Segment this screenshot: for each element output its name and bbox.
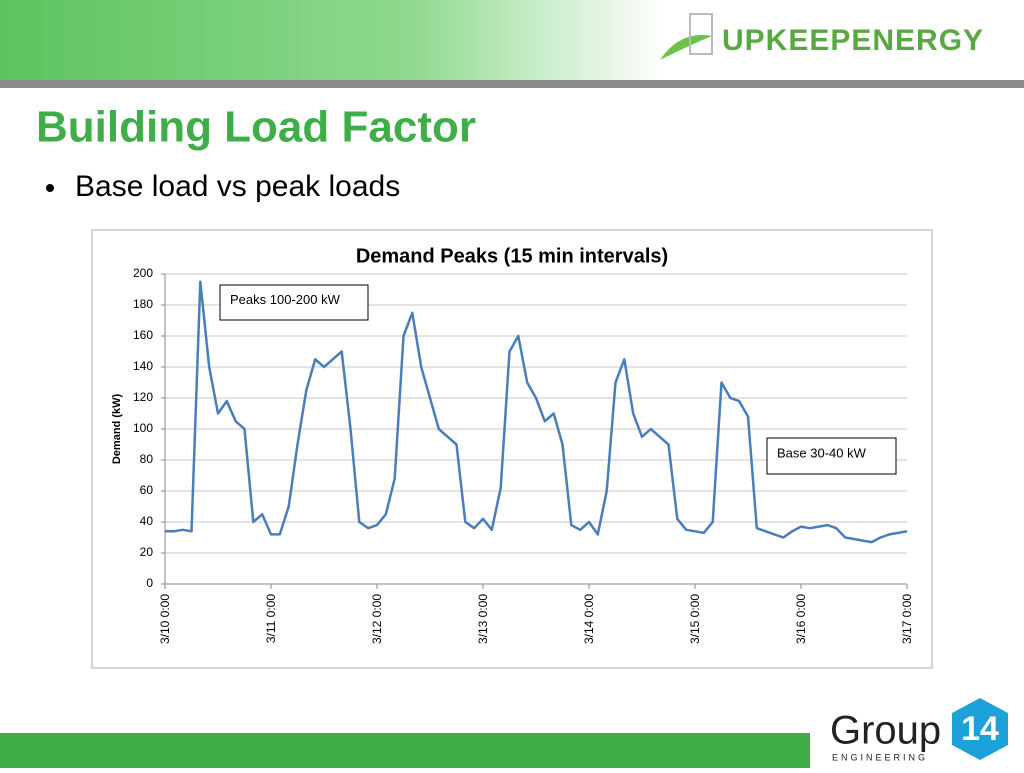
footer-logo-name: Group (830, 709, 941, 753)
bullet-text: Base load vs peak loads (75, 170, 400, 203)
slide-title: Building Load Factor (36, 103, 476, 152)
x-tick-label: 3/10 0:00 (158, 594, 172, 644)
y-tick-label: 60 (140, 483, 154, 497)
x-tick-label: 3/15 0:00 (688, 594, 702, 644)
x-tick-label: 3/13 0:00 (476, 594, 490, 644)
footer-band (0, 733, 810, 768)
y-tick-label: 0 (146, 576, 153, 590)
annotation-text: Peaks 100-200 kW (230, 292, 341, 307)
y-tick-label: 160 (133, 328, 153, 342)
header-rule (0, 80, 1024, 88)
chart: Demand Peaks (15 min intervals) Demand (k… (111, 245, 914, 644)
footer-logo-number: 14 (961, 710, 999, 748)
y-tick-label: 80 (140, 452, 154, 466)
x-tick-label: 3/16 0:00 (794, 594, 808, 644)
footer-logo-hex (952, 698, 1008, 760)
demand-line (165, 280, 908, 544)
y-axis-label: Demand (kW) (111, 394, 123, 465)
annotation-text: Base 30-40 kW (777, 445, 867, 460)
y-tick-label: 180 (133, 297, 153, 311)
y-tick-label: 100 (133, 421, 153, 435)
x-tick-label: 3/14 0:00 (582, 594, 596, 644)
annotation-box (219, 284, 369, 321)
brand-leaf (660, 35, 712, 60)
chart-title: Demand Peaks (15 min intervals) (356, 245, 668, 267)
header-band (0, 0, 1024, 80)
y-tick-label: 200 (133, 266, 153, 280)
y-tick-label: 40 (140, 514, 154, 528)
bullet-dot (46, 184, 54, 192)
footer-logo-sub: ENGINEERING (832, 752, 928, 762)
brand-building (689, 13, 713, 55)
x-tick-label: 3/11 0:00 (264, 594, 278, 643)
annotation-box (766, 437, 897, 475)
brand-name: UPKEEPENERGY (722, 24, 984, 57)
y-tick-label: 120 (133, 390, 153, 404)
y-tick-label: 140 (133, 359, 153, 373)
x-tick-label: 3/12 0:00 (370, 594, 384, 644)
y-tick-label: 20 (140, 545, 154, 559)
x-tick-label: 3/17 0:00 (900, 594, 914, 644)
